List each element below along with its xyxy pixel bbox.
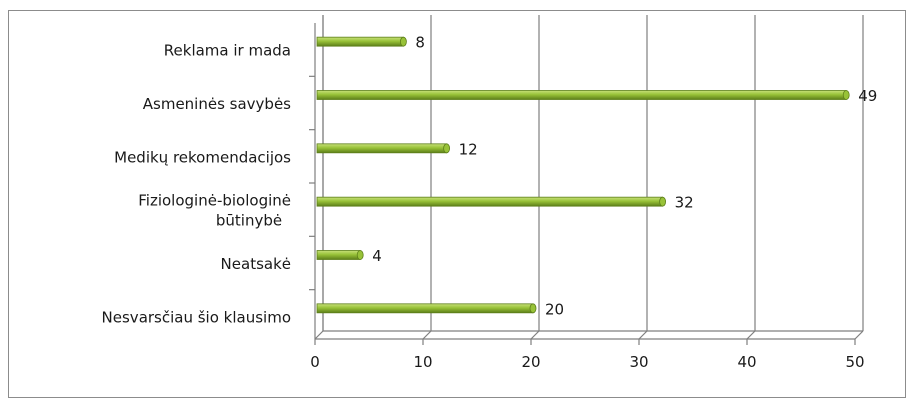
category-label: Reklama ir mada (164, 42, 291, 60)
data-label: 32 (675, 194, 694, 212)
floor-line-40 (746, 330, 756, 340)
bar-cap-0 (399, 36, 407, 47)
bar-2 (316, 143, 448, 154)
category-label: būtinybė (216, 212, 282, 230)
data-label: 49 (858, 87, 877, 105)
floor-line-10 (422, 330, 432, 340)
bar-3 (316, 196, 664, 207)
bar-0 (316, 36, 404, 47)
data-label: 12 (459, 140, 478, 158)
x-tick-label: 20 (521, 353, 540, 371)
category-label: Nesvarsčiau šio klausimo (102, 308, 291, 326)
bar-cap-5 (529, 303, 537, 314)
bar-chart: 0 10 20 30 40 50 8 Reklama ir mada 49 Asmeninės s… (102, 15, 878, 371)
floor-line-0 (314, 330, 324, 340)
category-label: Neatsakė (221, 255, 291, 273)
floor-line-20 (530, 330, 540, 340)
bar-4 (316, 250, 361, 260)
chart-frame: 0 10 20 30 40 50 8 Reklama ir mada 49 Asmeninės s… (8, 10, 906, 398)
x-tick-label: 10 (413, 353, 432, 371)
category-label: Medikų rekomendacijos (114, 148, 291, 166)
category-label: Asmeninės savybės (143, 95, 291, 113)
category-label: Fiziologinė-biologinė (138, 192, 291, 210)
x-tick-label: 50 (845, 353, 864, 371)
label-layer: 0 10 20 30 40 50 8 Reklama ir mada 49 Asmeninės s… (102, 34, 878, 371)
bar-cap-3 (659, 196, 666, 207)
bar-5 (316, 303, 534, 314)
bar-cap-4 (356, 250, 364, 260)
bar-1 (316, 90, 847, 100)
data-label: 20 (545, 300, 564, 318)
x-tick-label: 0 (310, 353, 320, 371)
floor-line-50 (854, 330, 864, 340)
data-label: 8 (415, 34, 425, 52)
grid-layer (309, 15, 864, 345)
bar-cap-2 (443, 143, 451, 154)
data-label: 4 (372, 247, 382, 265)
floor-line-30 (638, 330, 648, 340)
x-tick-label: 40 (737, 353, 756, 371)
x-tick-label: 30 (629, 353, 648, 371)
bar-cap-1 (842, 90, 850, 100)
bar-layer (316, 36, 850, 314)
